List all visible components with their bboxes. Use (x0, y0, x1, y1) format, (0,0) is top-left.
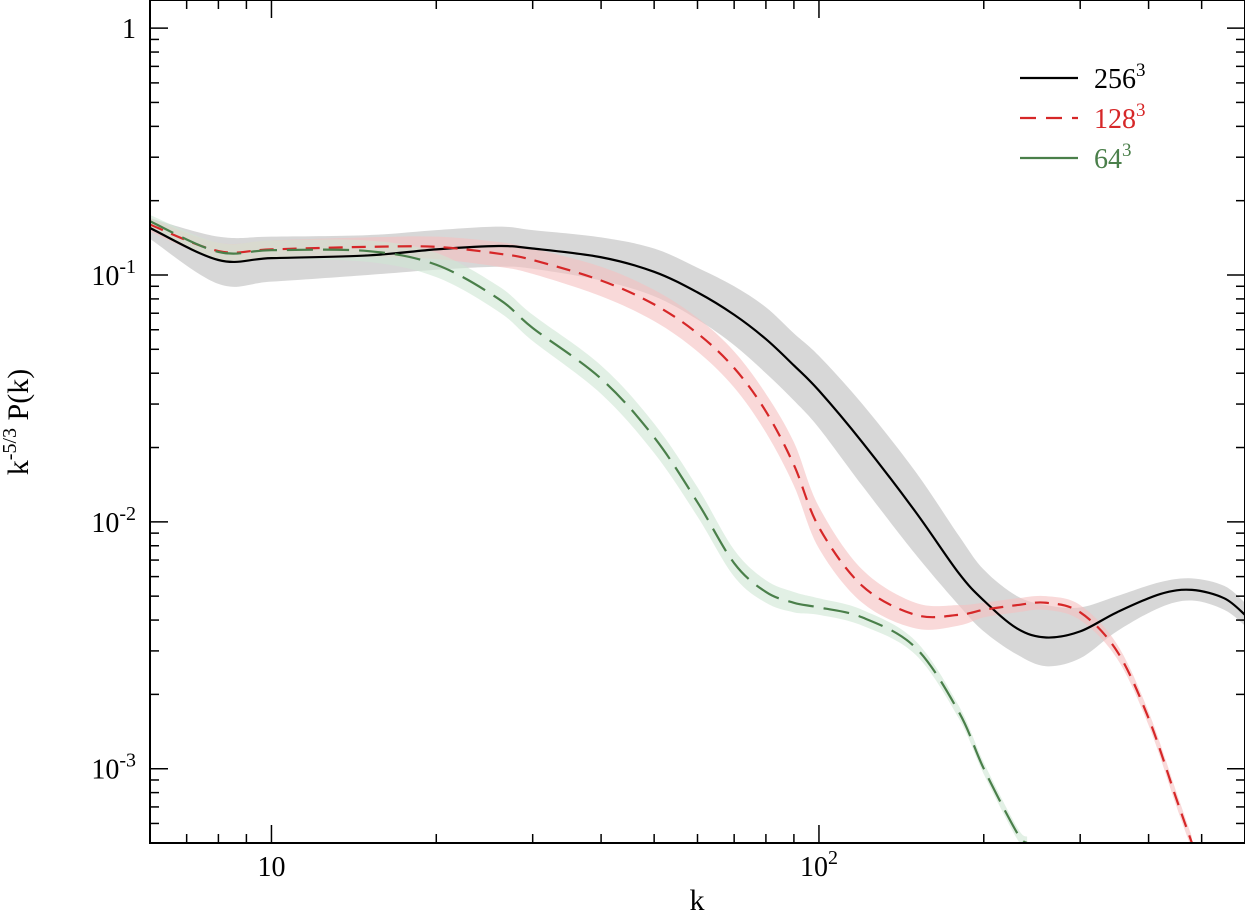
plot-frame (149, 0, 1245, 844)
x-tick-label: 102 (800, 847, 838, 883)
x-axis-title: k (690, 884, 705, 912)
x-tick-label: 10 (257, 852, 285, 883)
legend: 2563 1283 643 (1020, 60, 1146, 175)
y-tick-label: 10-2 (91, 503, 136, 539)
band-series-64 (150, 214, 1028, 843)
y-tick-label: 10-1 (91, 256, 136, 292)
legend-label: 1283 (1094, 100, 1146, 135)
line-series-256 (150, 227, 1245, 639)
series-lines (150, 220, 1245, 843)
legend-label: 643 (1094, 140, 1132, 175)
y-tick-label: 10-3 (91, 750, 136, 786)
confidence-bands (150, 214, 1245, 843)
band-series-128 (150, 218, 1192, 843)
axis-ticks (149, 0, 1245, 844)
y-axis-title: k-5/3 P(k) (0, 369, 35, 475)
line-series-128 (150, 223, 1193, 843)
band-series-256 (150, 218, 1245, 667)
tick-labels: 10 102 1 10-1 10-2 10-3 (91, 14, 838, 883)
y-tick-label: 1 (122, 14, 136, 45)
legend-label: 2563 (1094, 60, 1146, 95)
line-series-64 (150, 220, 1028, 843)
